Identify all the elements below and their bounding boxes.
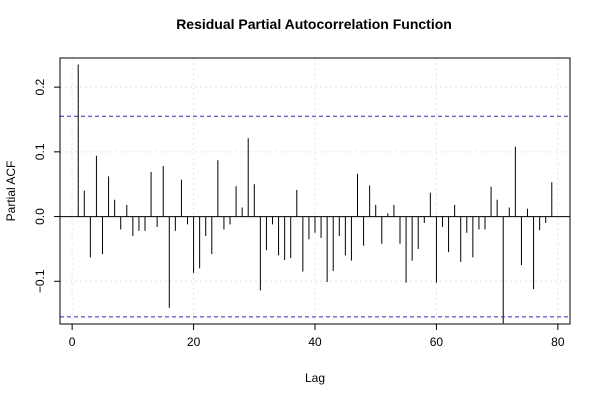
y-tick-label-2: 0.1	[33, 143, 47, 160]
y-tick-label-0: −0.1	[33, 269, 47, 293]
x-axis: 0 20 40 60 80	[69, 324, 565, 349]
bars	[77, 64, 553, 324]
grid	[60, 58, 570, 324]
x-axis-label: Lag	[305, 371, 325, 385]
y-tick-label-1: 0.0	[33, 208, 47, 225]
y-tick-label-3: 0.2	[33, 78, 47, 95]
y-axis-label: Partial ACF	[4, 161, 18, 222]
chart-title: Residual Partial Autocorrelation Functio…	[176, 16, 452, 32]
x-tick-label-0: 0	[69, 335, 76, 349]
confidence-bounds	[60, 115, 570, 318]
x-tick-label-80: 80	[551, 335, 565, 349]
x-tick-label-20: 20	[187, 335, 201, 349]
x-tick-label-60: 60	[430, 335, 444, 349]
y-axis: −0.1 0.0 0.1 0.2	[33, 78, 60, 293]
x-tick-label-40: 40	[308, 335, 322, 349]
